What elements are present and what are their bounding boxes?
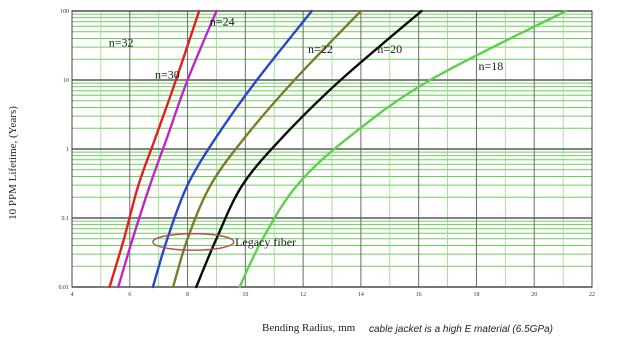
series-line-n=24 <box>151 9 313 289</box>
series-label: n=22 <box>308 42 333 56</box>
x-tick-label: 12 <box>300 292 306 298</box>
x-tick-label: 4 <box>71 292 74 298</box>
lifetime-chart: 4 6 8 10 12 14 16 18 20 22 100 10 1 0.1 0.01 n=32 n=30 n=… <box>59 9 596 298</box>
y-tick-label: 0.01 <box>59 285 70 291</box>
x-axis-label: Bending Radius, mm <box>262 322 356 334</box>
jacket-note: cable jacket is a high E material (6.5GP… <box>369 324 553 335</box>
x-tick-label: 18 <box>473 292 479 298</box>
x-tick-label: 8 <box>186 292 189 298</box>
series-label: n=20 <box>377 42 402 56</box>
series-line-n=22 <box>171 9 363 289</box>
series-line-n=18 <box>238 9 568 289</box>
series-label: n=32 <box>109 35 134 49</box>
x-tick-label: 22 <box>589 292 595 298</box>
y-axis-label: 10 PPM Lifetime, (Years) <box>7 106 19 220</box>
series-line-n=32 <box>108 9 201 289</box>
x-tick-label: 10 <box>242 292 248 298</box>
y-axis-label-wrap: 10 PPM Lifetime, (Years) <box>2 48 24 278</box>
series-label: n=30 <box>155 68 180 82</box>
series-line-n=20 <box>195 9 423 289</box>
y-tick-label: 0.1 <box>62 216 70 222</box>
x-tick-label: 14 <box>358 292 364 298</box>
legacy-fiber-label: Legacy fiber <box>235 235 296 249</box>
y-tick-label: 100 <box>60 9 69 15</box>
series-line-n=30 <box>117 9 218 289</box>
series-label: n=18 <box>478 59 503 73</box>
legacy-fiber-ellipse <box>152 232 235 251</box>
x-tick-label: 6 <box>128 292 131 298</box>
x-tick-label: 16 <box>416 292 422 298</box>
x-tick-label: 20 <box>531 292 537 298</box>
y-tick-label: 10 <box>63 78 69 84</box>
y-tick-label: 1 <box>66 147 69 153</box>
plot-frame <box>71 10 593 288</box>
series-label: n=24 <box>210 15 235 29</box>
